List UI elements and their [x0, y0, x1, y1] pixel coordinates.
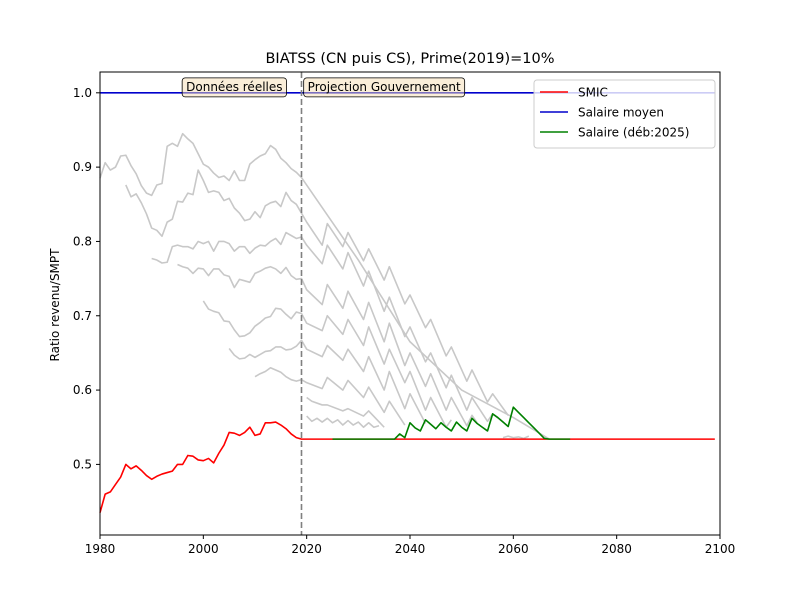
y-axis-label: Ratio revenu/SMPT — [48, 248, 62, 362]
cohort-line-8 — [228, 339, 427, 424]
cohort-line-5 — [151, 231, 504, 423]
chart-title: BIATSS (CN puis CS), Prime(2019)=10% — [265, 51, 554, 67]
y-tick-label: 0.7 — [73, 309, 92, 323]
x-tick-label: 2000 — [188, 542, 219, 556]
annotation-text: Projection Gouvernement — [308, 80, 461, 94]
series-line-smic — [99, 421, 715, 513]
y-tick-label: 0.9 — [73, 160, 92, 174]
cohort-line-11 — [306, 415, 380, 429]
legend-label: SMIC — [578, 86, 608, 100]
y-tick-label: 0.5 — [73, 457, 92, 471]
y-tick-label: 0.8 — [73, 234, 92, 248]
plot-area — [100, 72, 720, 535]
series-line-salaire-d-b-2025 — [332, 406, 571, 440]
legend-label: Salaire moyen — [578, 106, 664, 120]
x-tick-label: 2020 — [291, 542, 322, 556]
cohort-line-7 — [202, 300, 452, 429]
annotation-box: Projection Gouvernement — [303, 77, 466, 98]
y-tick-label: 0.6 — [73, 383, 92, 397]
annotation-frame — [181, 77, 287, 98]
cohort-line-12 — [502, 435, 530, 440]
x-tick-label: 2040 — [395, 542, 426, 556]
annotation-text: Données réelles — [186, 80, 282, 94]
cohort-line-3 — [99, 132, 550, 440]
x-tick-label: 1980 — [85, 542, 116, 556]
cohort-line-6 — [177, 263, 478, 427]
cohort-line-9 — [254, 366, 406, 426]
legend-label: Salaire (déb:2025) — [578, 126, 689, 140]
legend-box — [533, 79, 716, 149]
annotation-frame — [303, 77, 466, 98]
x-tick-label: 2080 — [601, 542, 632, 556]
cohort-line-4 — [125, 169, 509, 416]
x-tick-label: 2060 — [498, 542, 529, 556]
annotation-box: Données réelles — [181, 77, 287, 98]
x-tick-label: 2100 — [705, 542, 736, 556]
y-tick-label: 1.0 — [73, 86, 92, 100]
cohort-line-10 — [306, 396, 385, 428]
